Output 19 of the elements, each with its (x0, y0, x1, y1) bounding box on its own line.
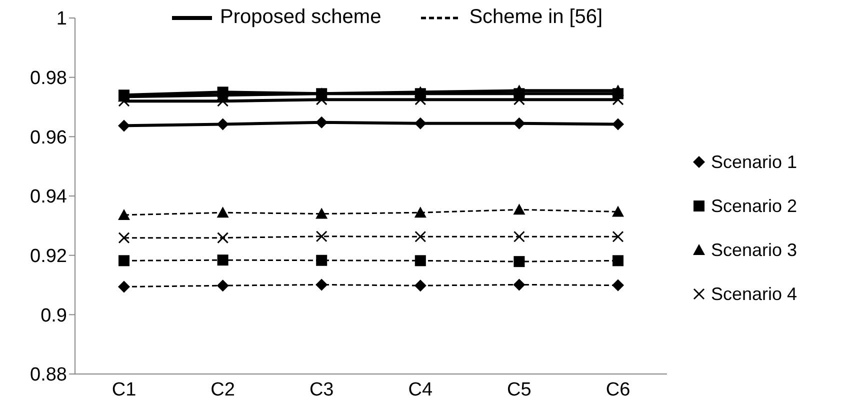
y-tick-label: 0.98 (30, 68, 67, 90)
annotation: Proposed scheme (220, 6, 382, 29)
legend-label: Scenario 4 (711, 284, 798, 304)
annotation: Scheme in [56] (469, 6, 603, 29)
x-tick-label: C2 (210, 379, 235, 400)
legend-label: Scenario 2 (711, 196, 798, 216)
x-tick-label: C3 (309, 379, 334, 400)
x-tick-label: C1 (112, 379, 136, 400)
y-tick-label: 0.9 (40, 305, 67, 326)
y-tick-label: 0.92 (30, 246, 67, 268)
x-tick-label: C5 (507, 379, 532, 400)
legend-label: Scenario 3 (711, 240, 798, 260)
y-tick-label: 0.94 (30, 186, 68, 208)
x-tick-label: C6 (606, 379, 630, 400)
legend-label: Scenario 1 (711, 152, 798, 172)
x-tick-label: C4 (408, 379, 433, 400)
y-tick-label: 0.88 (30, 364, 67, 386)
y-tick-label: 1 (56, 8, 67, 30)
y-tick-label: 0.96 (30, 127, 67, 148)
